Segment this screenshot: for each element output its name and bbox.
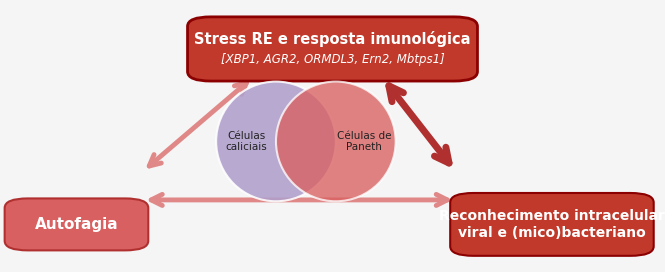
FancyBboxPatch shape	[450, 193, 654, 256]
Text: Reconhecimento intracelular: Reconhecimento intracelular	[439, 209, 665, 223]
Text: Células de
Paneth: Células de Paneth	[337, 131, 392, 152]
Text: Células
caliciais: Células caliciais	[225, 131, 267, 152]
Text: Autofagia: Autofagia	[35, 217, 118, 232]
FancyBboxPatch shape	[188, 17, 477, 81]
Text: [XBP1, AGR2, ORMDL3, Ern2, Mbtps1]: [XBP1, AGR2, ORMDL3, Ern2, Mbtps1]	[221, 53, 444, 66]
Text: Stress RE e resposta imunológica: Stress RE e resposta imunológica	[194, 31, 471, 47]
Ellipse shape	[276, 82, 396, 201]
Ellipse shape	[216, 82, 336, 201]
FancyBboxPatch shape	[5, 199, 148, 250]
Text: viral e (mico)bacteriano: viral e (mico)bacteriano	[458, 226, 646, 240]
